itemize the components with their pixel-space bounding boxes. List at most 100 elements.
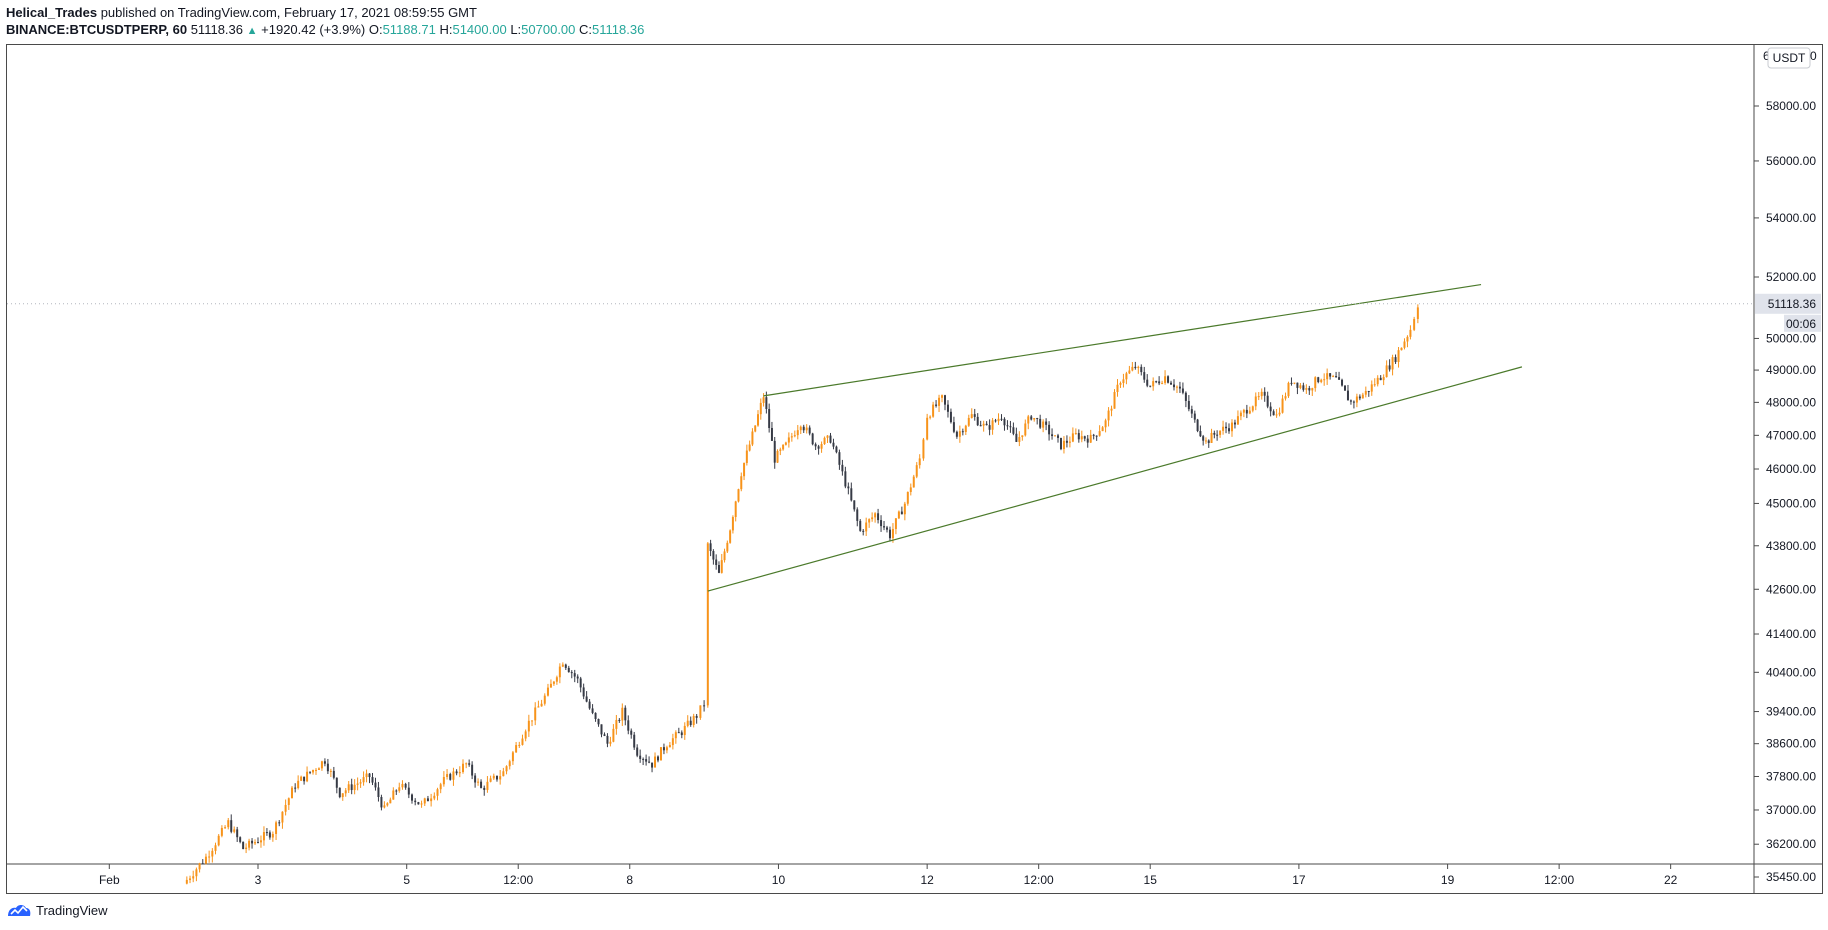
candle-down [850,488,853,501]
x-tick-label: Feb [99,873,120,887]
candle-down [862,530,865,532]
price-chart[interactable]: 35450.00 36200.00 37000.00 37800.00 38600.00… [0,0,1828,900]
candle-down [1184,392,1187,401]
candle-up [561,664,564,667]
candle-up [477,781,480,783]
footer-brand[interactable]: TradingView [36,902,108,918]
candle-down [480,781,483,788]
candle-down [1181,388,1184,393]
publisher-name[interactable]: Helical_Trades [6,5,98,20]
candle-down [1225,426,1228,429]
publish-info: published on TradingView.com, February 1… [100,5,477,20]
candle-down [1352,401,1355,403]
chart-frame[interactable] [6,44,1823,894]
candle-up [524,731,527,739]
candle-up [1373,384,1376,386]
candle-down [1290,382,1293,384]
y-tick-label: 43800.00 [1766,539,1816,553]
candle-down [1187,400,1190,410]
candle-up [515,745,518,753]
candle-up [1403,341,1406,348]
candle-up [365,773,368,778]
candle-down [618,719,621,721]
y-tick-label: 45000.00 [1766,496,1816,510]
candle-down [817,446,820,449]
candle-down [877,513,880,521]
candle-up [185,879,188,884]
candle-up [552,681,555,684]
candle-up [903,503,906,515]
currency-badge [1767,47,1811,69]
candle-down [570,672,573,674]
candle-down [808,427,811,434]
candle-up [932,404,935,417]
candle-down [715,559,718,566]
candle-up [909,487,912,493]
candle-down [1083,436,1086,439]
candle-up [743,462,746,477]
candle-up [362,777,365,783]
candle-up [1128,370,1131,374]
candle-down [814,444,817,447]
x-tick-label: 12:00 [503,873,533,887]
y-tick-label: 46000.00 [1766,462,1816,476]
candle-down [309,771,312,773]
candle-down [639,755,642,759]
candle-down [630,730,633,735]
candle-up [297,780,300,789]
candle-up [558,666,561,678]
candle-up [1242,409,1245,413]
candle-down [338,787,341,798]
y-tick-label: 41400.00 [1766,627,1816,641]
candle-up [262,832,265,841]
candle-down [1358,396,1361,399]
candle-down [1193,413,1196,420]
candle-down [773,440,776,463]
candle-down [303,776,306,782]
candle-down [642,758,645,760]
candle-up [502,771,505,777]
candle-up [461,763,464,773]
y-tick-label: 58000.00 [1766,99,1816,113]
x-tick-label: 17 [1292,873,1306,887]
candle-up [356,783,359,785]
candle-up [958,431,961,437]
candle-down [695,715,698,718]
candle-up [1275,414,1278,416]
candle-up [511,752,514,762]
candle-up [1125,373,1128,380]
candle-up [1110,408,1113,411]
candle-up [762,397,765,403]
candle-up [1385,365,1388,378]
last-price-label: 51118.36 [1768,297,1817,311]
candle-up [306,771,309,782]
candle-down [1388,365,1391,370]
candle-up [757,414,760,426]
candle-up [1119,383,1122,385]
candle-up [227,820,230,828]
candle-down [1036,418,1039,420]
candle-up [1152,381,1155,387]
x-tick-label: 5 [403,873,410,887]
candle-down [1065,440,1068,443]
candle-down [594,712,597,719]
candle-up [1161,382,1164,384]
candle-up [894,518,897,529]
candle-down [368,773,371,778]
candle-up [922,439,925,459]
y-tick-label: 38600.00 [1766,737,1816,751]
candle-up [726,542,729,552]
candle-up [915,465,918,477]
x-tick-label: 15 [1144,873,1158,887]
candle-down [709,543,712,552]
candle-up [967,417,970,426]
candle-up [281,811,284,823]
y-tick-label: 54000.00 [1766,211,1816,225]
candle-down [407,787,410,795]
candle-up [436,789,439,796]
candle-down [888,529,891,539]
candle-down [802,426,805,431]
candle-down [1228,428,1231,432]
candle-down [811,433,814,445]
candle-up [938,397,941,406]
